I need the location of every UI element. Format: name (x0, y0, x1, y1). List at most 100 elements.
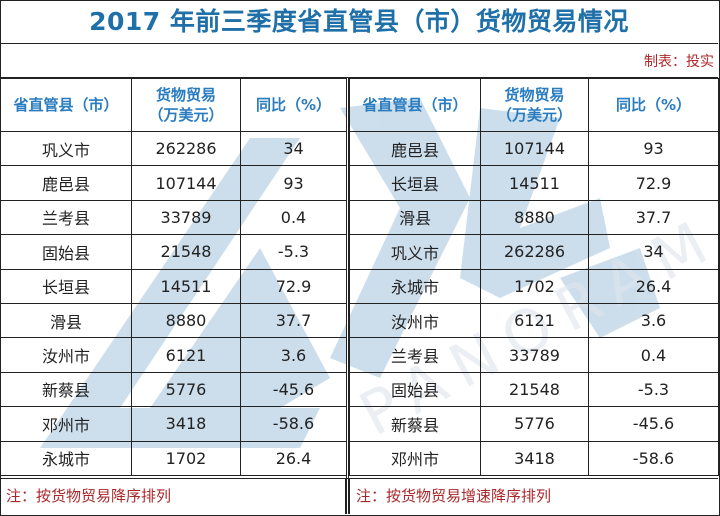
cell-county: 鹿邑县 (0, 165, 132, 201)
center-divider (346, 78, 349, 514)
cell-yoy: 72.9 (240, 268, 347, 304)
cell-trade: 21548 (131, 234, 241, 270)
left-note: 注：按货物贸易降序排列 (0, 479, 346, 514)
cell-yoy: -58.6 (240, 406, 347, 442)
cell-county: 兰考县 (349, 337, 481, 373)
header-yoy: 同比（%） (588, 78, 719, 132)
cell-county: 滑县 (349, 199, 481, 236)
cell-yoy: 34 (588, 234, 719, 270)
cell-county: 固始县 (349, 371, 481, 408)
credit-row: 制表：投实 (0, 44, 718, 78)
cell-yoy: 26.4 (588, 268, 719, 304)
table-row: 鹿邑县 107144 93 (349, 130, 719, 167)
header-trade-line2: （万美元） (496, 106, 572, 124)
cell-yoy: -5.3 (588, 371, 719, 408)
cell-trade: 33789 (480, 337, 589, 373)
cell-yoy: 0.4 (588, 337, 719, 373)
header-trade-line1: 货物贸易 (504, 86, 565, 104)
cell-trade: 14511 (480, 165, 589, 201)
note-divider (0, 478, 718, 479)
cell-yoy: 34 (240, 130, 347, 167)
table-row: 鹿邑县 107144 93 (0, 165, 347, 201)
cell-trade: 6121 (131, 337, 241, 373)
cell-county: 长垣县 (349, 165, 481, 201)
cell-trade: 14511 (131, 268, 241, 304)
cell-trade: 6121 (480, 302, 589, 339)
cell-county: 固始县 (0, 234, 132, 270)
cell-yoy: 26.4 (240, 440, 347, 476)
cell-trade: 3418 (131, 406, 241, 442)
cell-county: 永城市 (0, 440, 132, 476)
cell-yoy: 93 (588, 130, 719, 167)
table-row: 邓州市 3418 -58.6 (349, 440, 719, 476)
table-row: 新蔡县 5776 -45.6 (0, 371, 347, 408)
table-row: 滑县 8880 37.7 (0, 302, 347, 339)
cell-trade: 3418 (480, 440, 589, 476)
cell-county: 长垣县 (0, 268, 132, 304)
cell-county: 汝州市 (0, 337, 132, 373)
cell-trade: 5776 (480, 406, 589, 442)
cell-county: 滑县 (0, 302, 132, 339)
table-row: 汝州市 6121 3.6 (0, 337, 347, 373)
cell-trade: 262286 (480, 234, 589, 270)
cell-yoy: -45.6 (588, 406, 719, 442)
table-row: 巩义市 262286 34 (0, 130, 347, 167)
right-note: 注：按货物贸易增速降序排列 (349, 479, 718, 514)
cell-trade: 8880 (480, 199, 589, 236)
table-row: 新蔡县 5776 -45.6 (349, 406, 719, 442)
table-row: 永城市 1702 26.4 (0, 440, 347, 476)
cell-county: 永城市 (349, 268, 481, 304)
cell-yoy: 3.6 (240, 337, 347, 373)
cell-county: 巩义市 (0, 130, 132, 167)
left-table: 省直管县（市） 货物贸易 （万美元） 同比（%） 巩义市 262286 34 鹿邑县 1… (0, 78, 347, 476)
header-trade-line1: 货物贸易 (155, 86, 216, 104)
cell-yoy: 72.9 (588, 165, 719, 201)
header-county: 省直管县（市） (0, 78, 132, 132)
cell-yoy: 0.4 (240, 199, 347, 236)
cell-county: 鹿邑县 (349, 130, 481, 167)
cell-county: 新蔡县 (0, 371, 132, 408)
right-table: 省直管县（市） 货物贸易 （万美元） 同比（%） 鹿邑县 107144 93 长垣县 1… (349, 78, 719, 476)
cell-trade: 8880 (131, 302, 241, 339)
table-row: 固始县 21548 -5.3 (0, 234, 347, 270)
table-row: 永城市 1702 26.4 (349, 268, 719, 304)
cell-yoy: -58.6 (588, 440, 719, 476)
table-row: 巩义市 262286 34 (349, 234, 719, 270)
table-header-row: 省直管县（市） 货物贸易 （万美元） 同比（%） (349, 78, 719, 132)
table-header-row: 省直管县（市） 货物贸易 （万美元） 同比（%） (0, 78, 347, 132)
table-row: 滑县 8880 37.7 (349, 199, 719, 236)
page-title: 2017 年前三季度省直管县（市）货物贸易情况 (0, 0, 718, 44)
table-row: 兰考县 33789 0.4 (0, 199, 347, 236)
header-trade: 货物贸易 （万美元） (131, 78, 241, 132)
cell-county: 邓州市 (0, 406, 132, 442)
table-row: 长垣县 14511 72.9 (0, 268, 347, 304)
table-row: 兰考县 33789 0.4 (349, 337, 719, 373)
cell-trade: 107144 (131, 165, 241, 201)
cell-county: 汝州市 (349, 302, 481, 339)
cell-yoy: 3.6 (588, 302, 719, 339)
cell-county: 巩义市 (349, 234, 481, 270)
header-trade: 货物贸易 （万美元） (480, 78, 589, 132)
cell-trade: 33789 (131, 199, 241, 236)
cell-yoy: -45.6 (240, 371, 347, 408)
cell-yoy: 37.7 (240, 302, 347, 339)
cell-county: 兰考县 (0, 199, 132, 236)
cell-trade: 1702 (131, 440, 241, 476)
table-row: 汝州市 6121 3.6 (349, 302, 719, 339)
table-row: 邓州市 3418 -58.6 (0, 406, 347, 442)
cell-trade: 107144 (480, 130, 589, 167)
cell-county: 邓州市 (349, 440, 481, 476)
cell-yoy: 37.7 (588, 199, 719, 236)
cell-trade: 21548 (480, 371, 589, 408)
cell-yoy: 93 (240, 165, 347, 201)
cell-county: 新蔡县 (349, 406, 481, 442)
cell-trade: 1702 (480, 268, 589, 304)
header-county: 省直管县（市） (349, 78, 481, 132)
table-row: 长垣县 14511 72.9 (349, 165, 719, 201)
header-trade-line2: （万美元） (148, 106, 224, 124)
cell-trade: 5776 (131, 371, 241, 408)
cell-trade: 262286 (131, 130, 241, 167)
credit-label: 制表：投实 (644, 54, 714, 70)
table-row: 固始县 21548 -5.3 (349, 371, 719, 408)
cell-yoy: -5.3 (240, 234, 347, 270)
